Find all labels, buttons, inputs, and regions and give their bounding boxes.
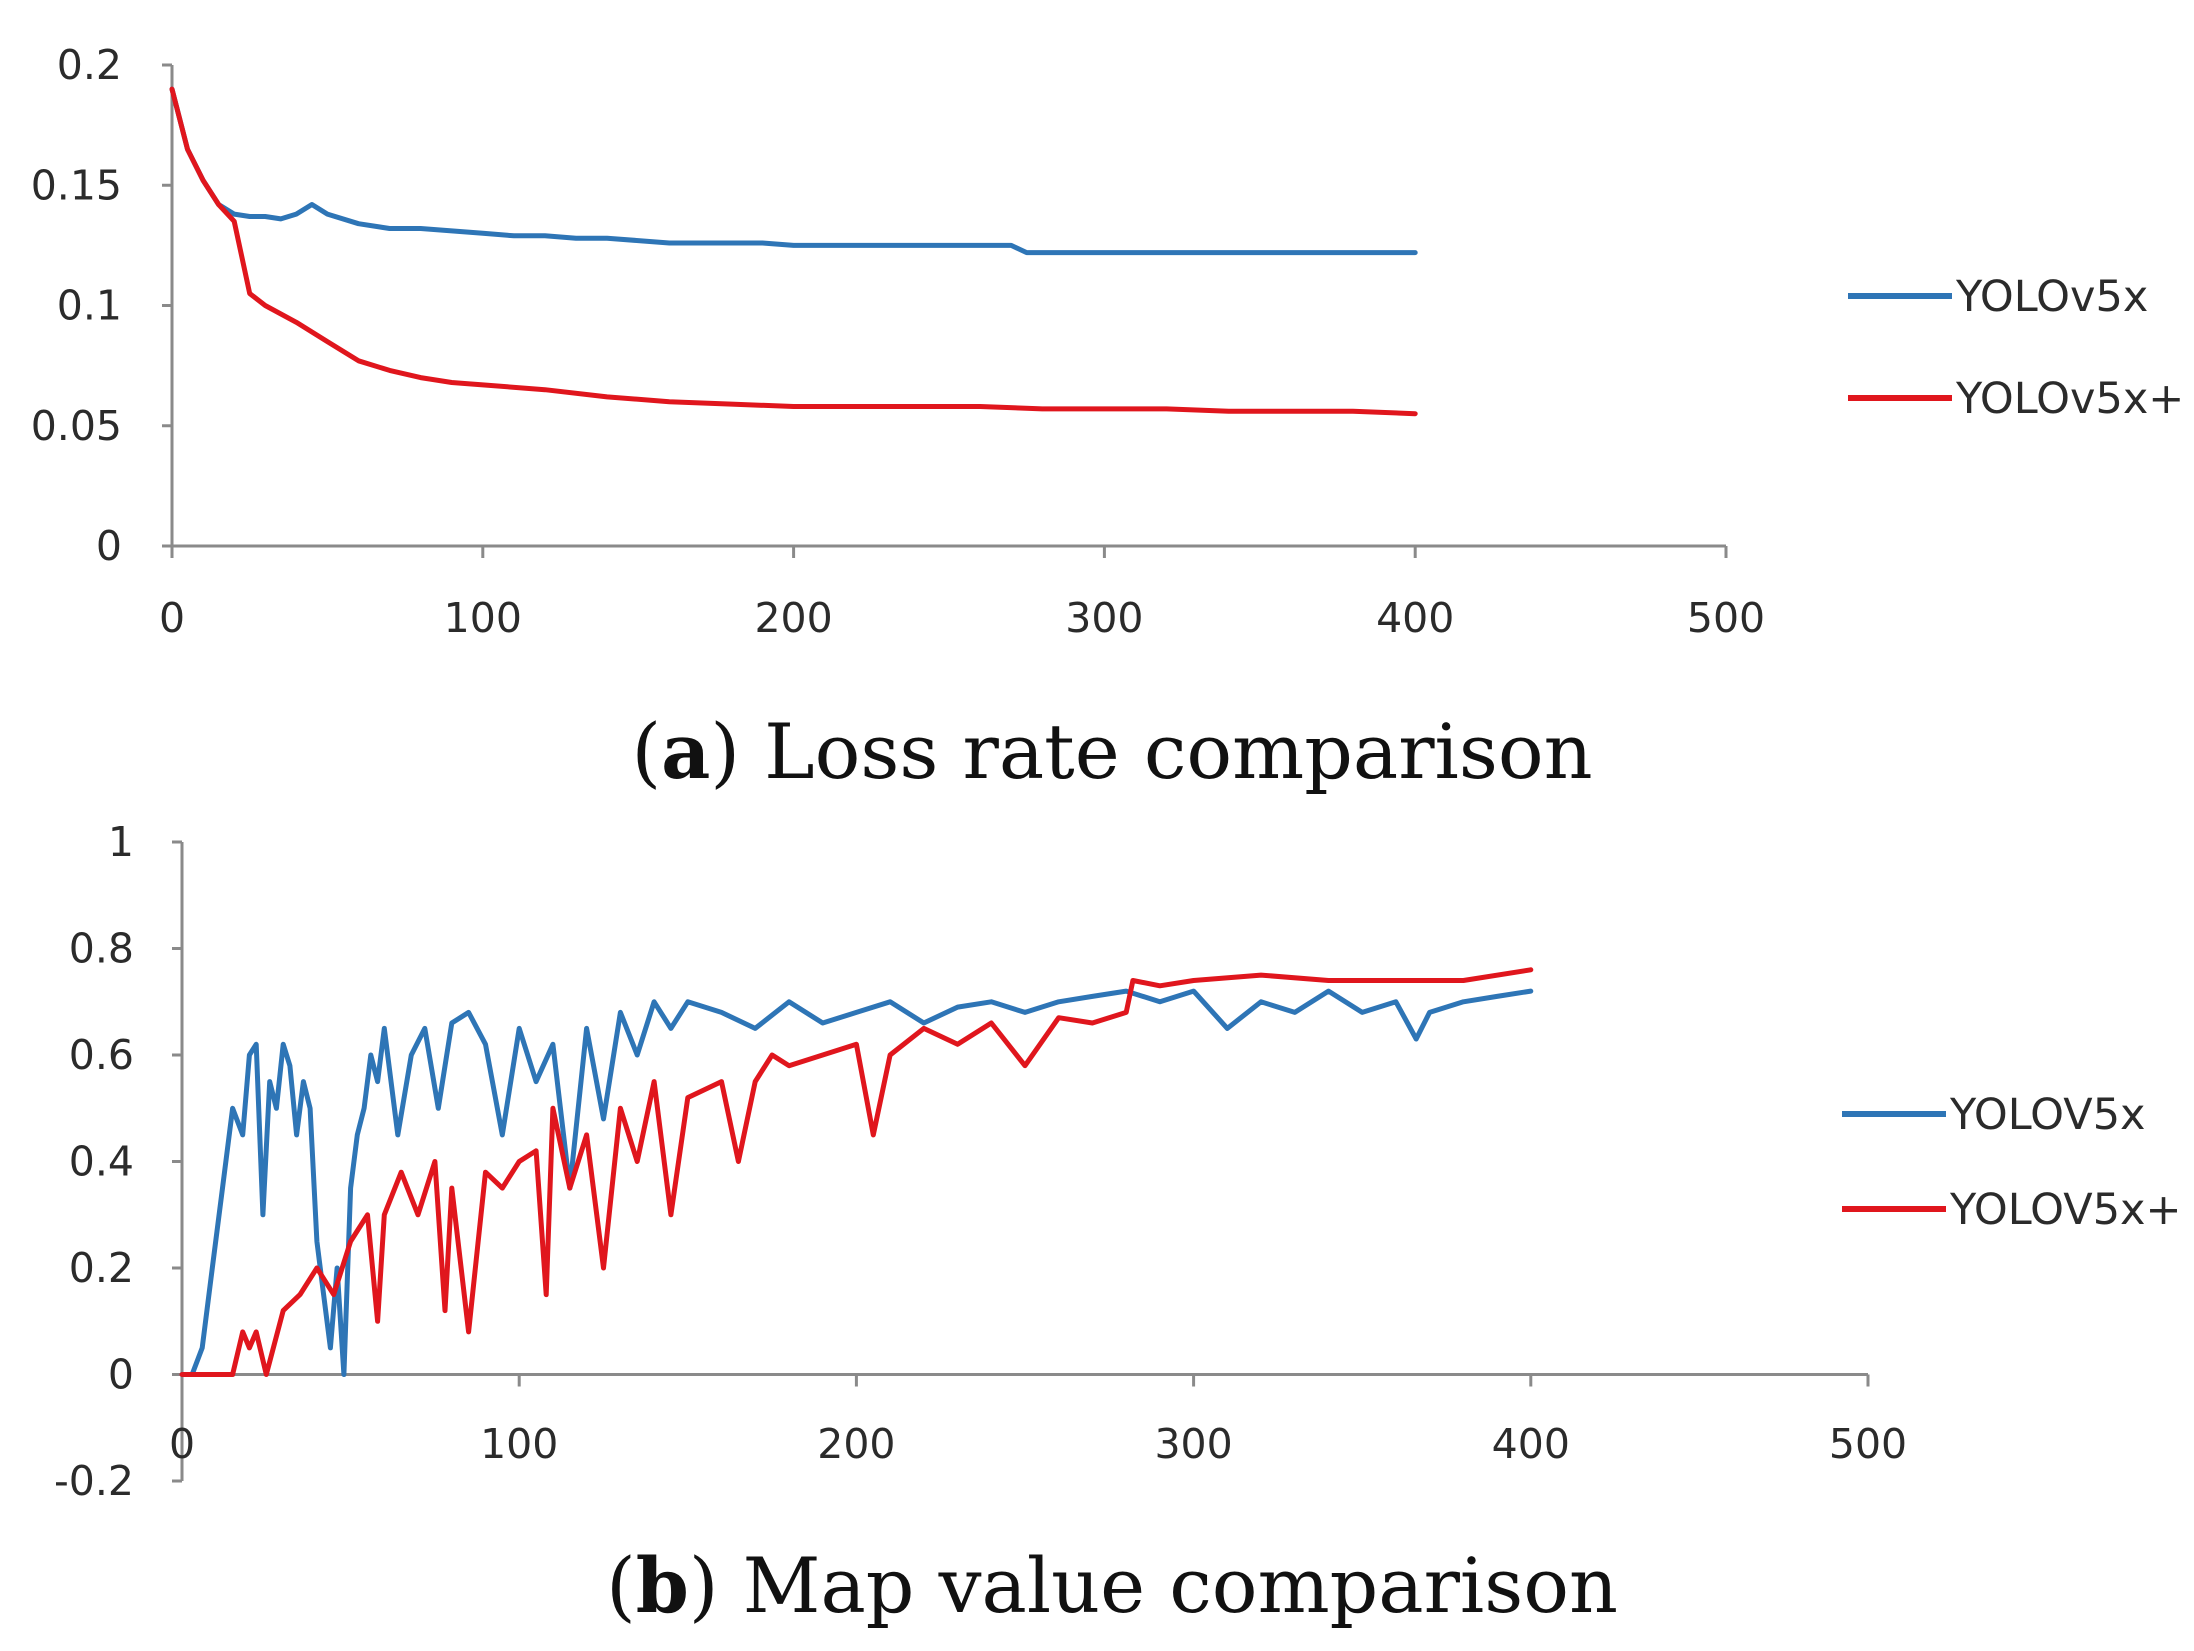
- x-tick-label: 300: [1065, 594, 1143, 642]
- y-tick-label: 0: [108, 1351, 134, 1399]
- x-tick-label: 400: [1492, 1420, 1570, 1468]
- x-tick-label: 400: [1376, 594, 1454, 642]
- y-tick-label: 0: [96, 522, 122, 570]
- x-tick-label: 100: [444, 594, 522, 642]
- caption-a: (a) Loss rate comparison: [631, 707, 1592, 796]
- series-line-yolov5x+: [169, 86, 1418, 417]
- legend-label: YOLOv5x+: [1955, 374, 2184, 424]
- y-tick-label: 0.8: [69, 925, 134, 973]
- legend-label: YOLOV5x+: [1949, 1185, 2182, 1235]
- y-tick-label: 0.2: [69, 1244, 134, 1292]
- x-tick-label: 500: [1687, 594, 1765, 642]
- caption-b: (b) Map value comparison: [606, 1541, 1618, 1630]
- y-tick-label: 0.6: [69, 1031, 134, 1079]
- series-line-yolov5x: [179, 988, 1534, 1377]
- x-tick-label: 0: [159, 594, 185, 642]
- legend-label: YOLOV5x: [1949, 1090, 2146, 1140]
- y-tick-label: 0.2: [57, 41, 122, 89]
- x-tick-label: 300: [1154, 1420, 1232, 1468]
- y-tick-label: 0.1: [57, 282, 122, 330]
- x-tick-label: 200: [754, 594, 832, 642]
- x-tick-label: 100: [480, 1420, 558, 1468]
- x-tick-label: 0: [169, 1420, 195, 1468]
- map-value-chart: -0.2 0 0.2 0.4 0.6 0.8 1 0 100 200 300 400 500 YOLOV5…: [54, 818, 2182, 1505]
- y-tick-label: 0.15: [31, 161, 122, 209]
- y-tick-label: 0.05: [31, 402, 122, 450]
- x-tick-label: 500: [1829, 1420, 1907, 1468]
- series-line-yolov5x+: [179, 967, 1534, 1377]
- y-tick-label: -0.2: [54, 1457, 134, 1505]
- y-tick-label: 0.4: [69, 1138, 134, 1186]
- y-tick-label: 1: [108, 818, 134, 866]
- x-tick-label: 200: [817, 1420, 895, 1468]
- series-line-yolov5x: [169, 86, 1418, 256]
- legend-label: YOLOv5x: [1955, 272, 2148, 322]
- loss-rate-chart: 0 0.05 0.1 0.15 0.2 0 100 200 300 400 500 YOLOv5x YO…: [31, 41, 2185, 642]
